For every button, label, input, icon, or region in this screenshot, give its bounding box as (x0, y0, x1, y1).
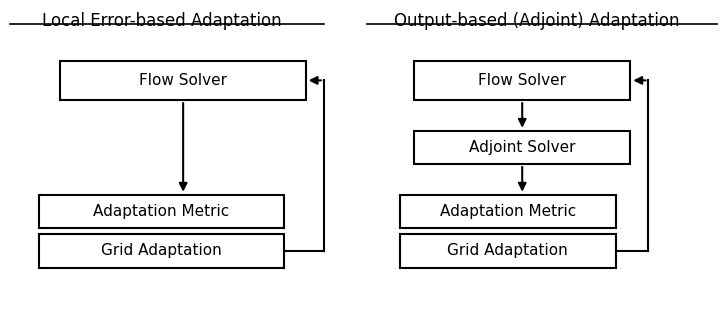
Text: Flow Solver: Flow Solver (478, 73, 566, 88)
Text: Grid Adaptation: Grid Adaptation (101, 243, 222, 259)
FancyBboxPatch shape (39, 234, 284, 268)
FancyBboxPatch shape (400, 195, 616, 228)
FancyBboxPatch shape (39, 195, 284, 228)
Text: Flow Solver: Flow Solver (139, 73, 227, 88)
FancyBboxPatch shape (414, 131, 630, 164)
FancyBboxPatch shape (400, 234, 616, 268)
Text: Output-based (Adjoint) Adaptation: Output-based (Adjoint) Adaptation (394, 12, 680, 30)
FancyBboxPatch shape (414, 61, 630, 100)
Text: Adaptation Metric: Adaptation Metric (93, 204, 230, 219)
Text: Adjoint Solver: Adjoint Solver (469, 140, 576, 155)
Text: Grid Adaptation: Grid Adaptation (447, 243, 569, 259)
FancyBboxPatch shape (60, 61, 306, 100)
Text: Adaptation Metric: Adaptation Metric (440, 204, 576, 219)
Text: Local Error-based Adaptation: Local Error-based Adaptation (41, 12, 281, 30)
